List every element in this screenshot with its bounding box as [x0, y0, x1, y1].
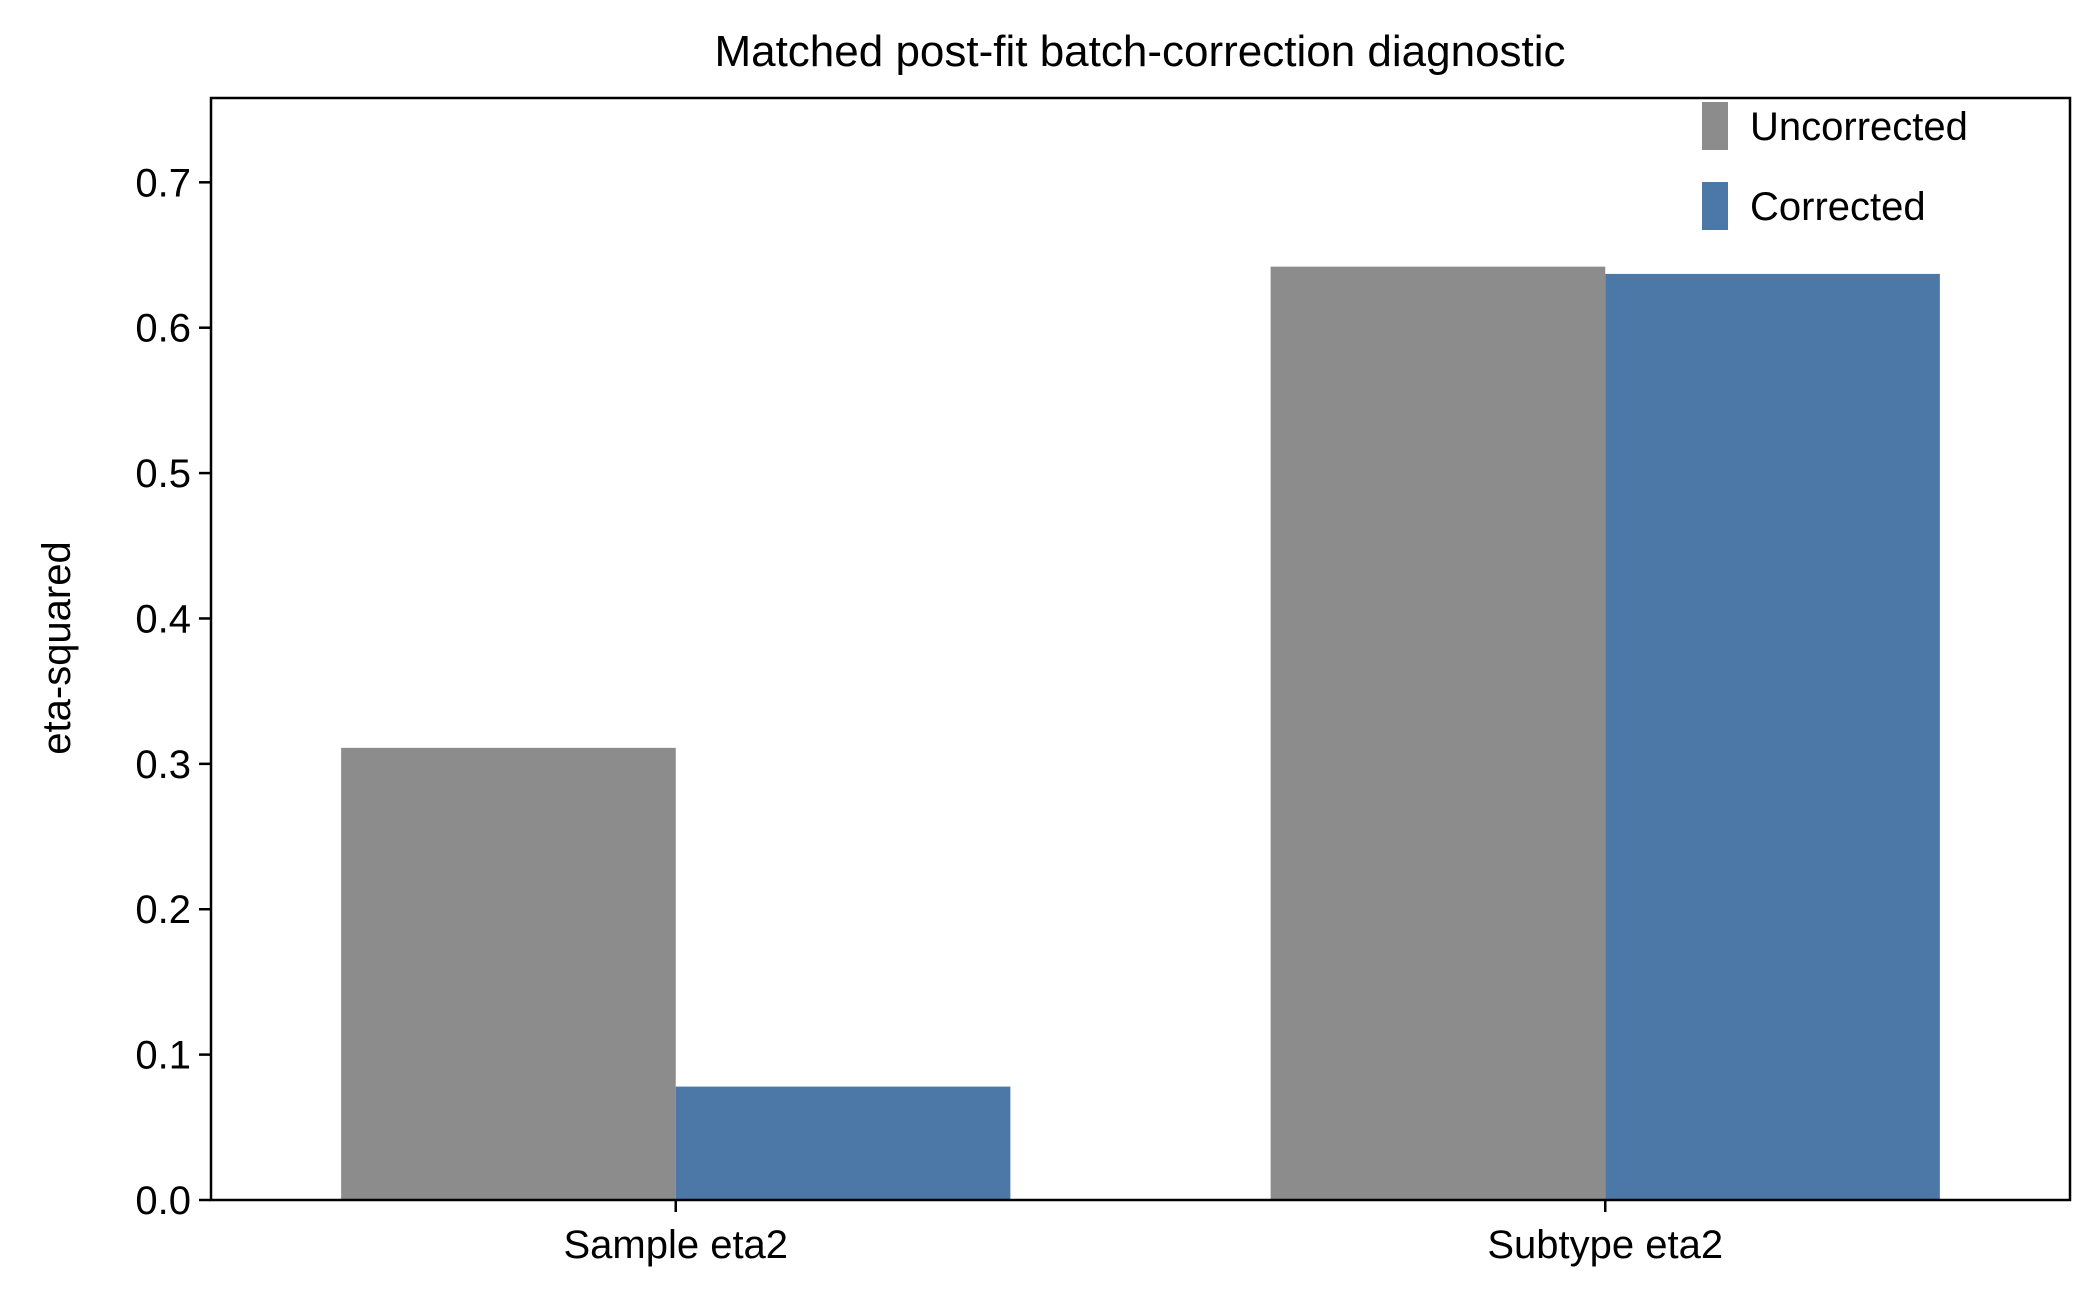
legend-swatch-corrected: [1702, 182, 1728, 230]
chart-title: Matched post-fit batch-correction diagno…: [714, 27, 1565, 76]
y-tick-label: 0.2: [135, 888, 191, 932]
y-tick-label: 0.7: [135, 161, 191, 205]
legend-label-uncorrected: Uncorrected: [1750, 105, 1968, 149]
x-axis-ticks: Sample eta2 Subtype eta2: [563, 1200, 1723, 1267]
legend: Uncorrected Corrected: [1702, 102, 1968, 230]
x-tick-label: Subtype eta2: [1487, 1223, 1723, 1267]
y-tick-label: 0.4: [135, 597, 191, 641]
plot-frame: [209, 96, 2072, 1202]
y-axis-label: eta-squared: [35, 541, 79, 754]
y-tick-label: 0.1: [135, 1034, 191, 1078]
bar-corrected-sample-eta2: [675, 1086, 1011, 1200]
y-tick-label: 0.5: [135, 452, 191, 496]
legend-swatch-uncorrected: [1702, 102, 1728, 150]
y-tick-label: 0.0: [135, 1179, 191, 1223]
x-tick-label: Sample eta2: [563, 1223, 788, 1267]
bar-uncorrected-sample-eta2: [341, 747, 676, 1200]
bar-corrected-subtype-eta2: [1605, 273, 1940, 1200]
bar-uncorrected-subtype-eta2: [1270, 266, 1606, 1200]
y-axis-ticks: 0.0 0.1 0.2 0.3 0.4 0.5 0.6 0.7: [135, 161, 211, 1223]
y-tick-label: 0.3: [135, 743, 191, 787]
legend-label-corrected: Corrected: [1750, 185, 1926, 229]
bars-group: [341, 266, 1940, 1200]
y-tick-label: 0.6: [135, 307, 191, 351]
